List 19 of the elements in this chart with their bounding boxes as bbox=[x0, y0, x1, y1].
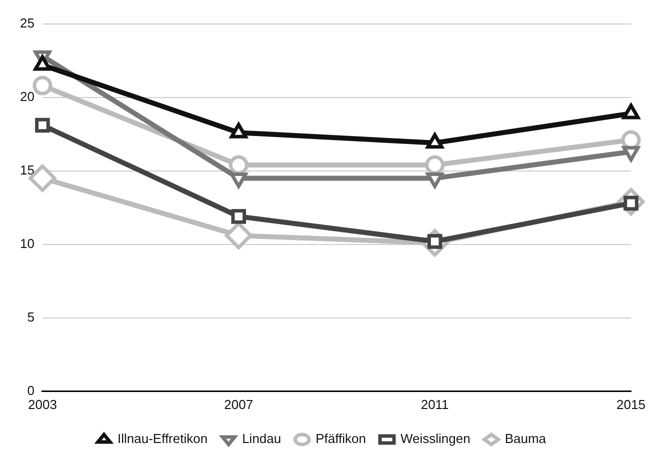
y-tick-label: 0 bbox=[27, 382, 34, 398]
x-tick-label: 2015 bbox=[616, 396, 646, 412]
legend-label: Pfäffikon bbox=[316, 431, 366, 446]
x-tick-label: 2007 bbox=[224, 396, 254, 412]
x-tick-label: 2003 bbox=[28, 396, 57, 412]
y-tick-label: 20 bbox=[20, 88, 34, 104]
y-tick-label: 15 bbox=[20, 162, 34, 178]
y-tick-label: 25 bbox=[20, 15, 34, 30]
y-tick-label: 5 bbox=[27, 309, 34, 324]
legend-label: Illnau-Effretikon bbox=[117, 431, 208, 446]
legend-label: Bauma bbox=[504, 431, 547, 446]
y-tick-label: 10 bbox=[20, 236, 34, 251]
point bbox=[231, 209, 246, 224]
point bbox=[32, 76, 52, 96]
legend-label: Weisslingen bbox=[400, 431, 470, 446]
x-tick-label: 2011 bbox=[420, 396, 449, 412]
point bbox=[224, 222, 252, 250]
legend-label: Lindau bbox=[242, 431, 282, 446]
point bbox=[35, 118, 50, 133]
